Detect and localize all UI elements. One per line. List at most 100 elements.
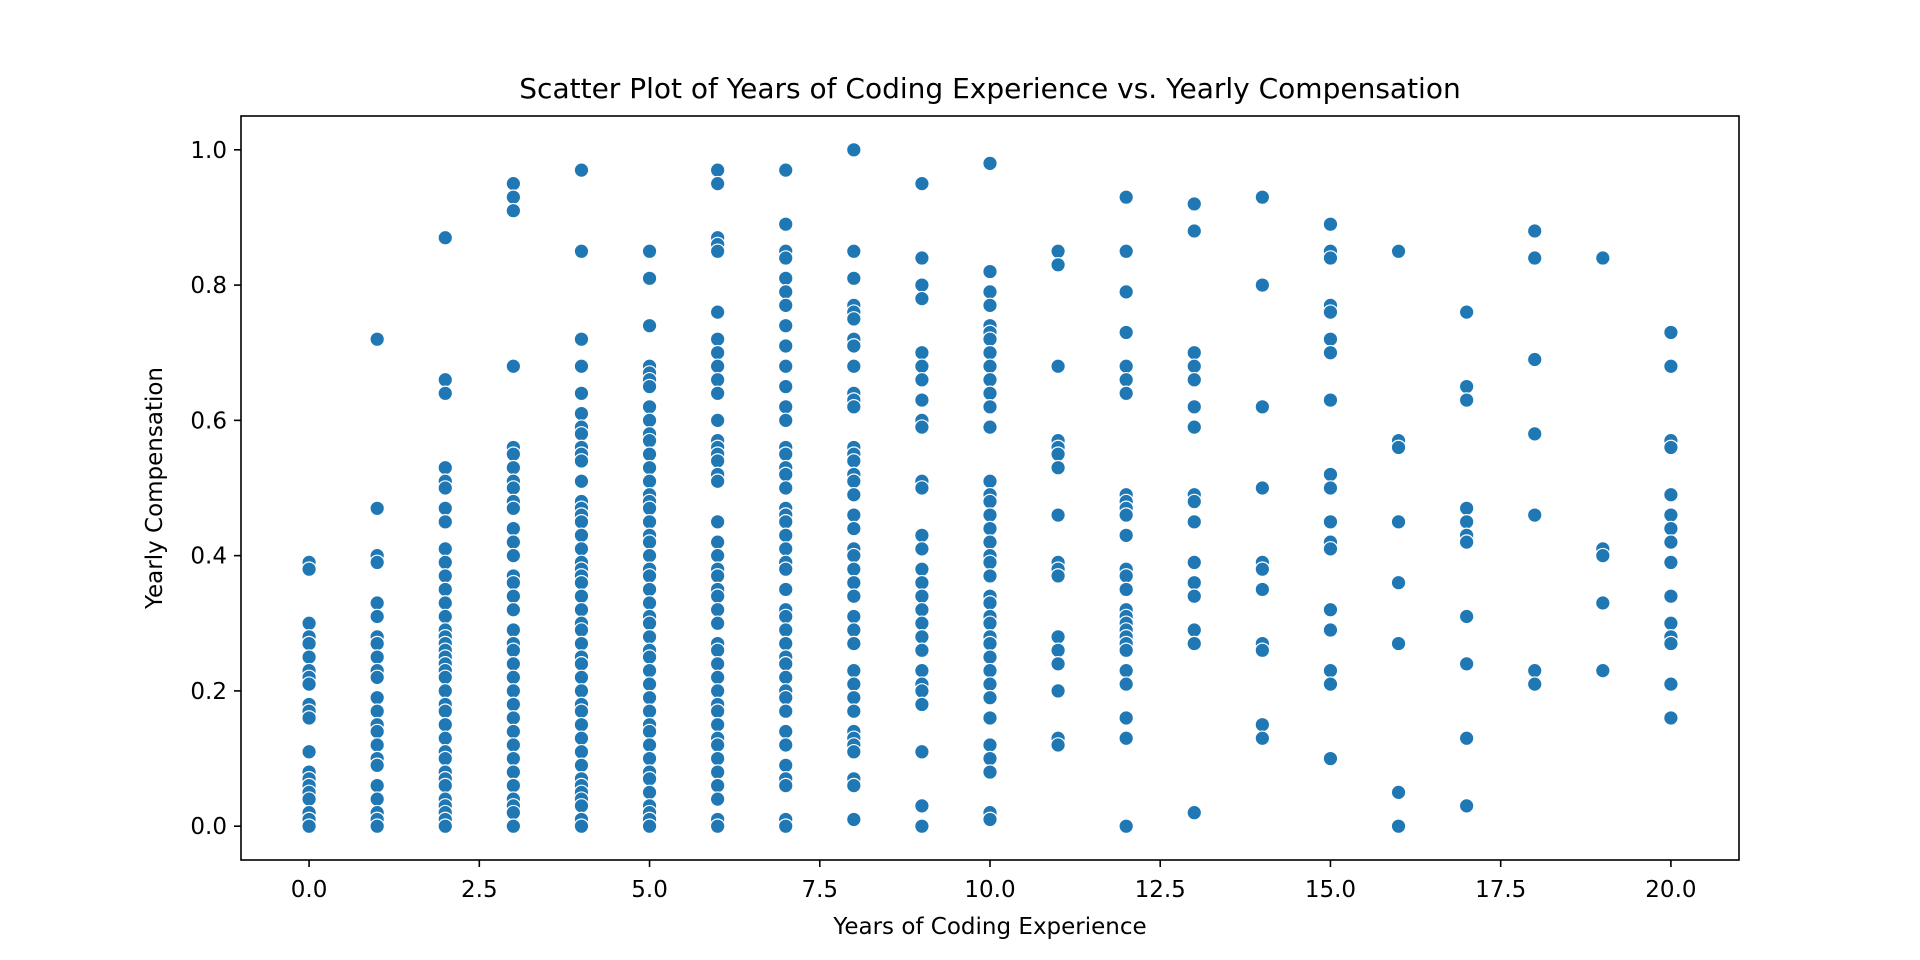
data-point [1050, 683, 1066, 699]
data-point [641, 784, 658, 801]
data-point [1254, 277, 1271, 293]
data-point [573, 601, 590, 618]
data-point [982, 676, 998, 692]
data-point [1118, 818, 1134, 834]
data-point [505, 723, 522, 740]
data-point [641, 534, 658, 550]
data-point [1663, 554, 1679, 571]
data-point [982, 385, 998, 402]
x-tick-label: 0.0 [291, 877, 328, 903]
data-point [709, 615, 726, 632]
data-point [1186, 493, 1203, 510]
data-point [1663, 324, 1679, 341]
data-point [1118, 642, 1134, 659]
data-point [777, 723, 794, 740]
y-axis: 0.0 0.2 0.4 0.6 0.8 1.0 [190, 138, 241, 840]
data-point [709, 588, 726, 605]
data-point [369, 723, 385, 740]
data-point [982, 554, 998, 571]
data-point [1186, 574, 1203, 591]
data-point [982, 689, 998, 706]
data-point [846, 270, 862, 287]
data-point [573, 635, 590, 652]
data-point [1186, 588, 1203, 605]
data-point [709, 669, 726, 686]
data-point [709, 642, 726, 659]
data-point [777, 270, 794, 287]
data-point [709, 243, 726, 260]
data-point [709, 791, 726, 807]
data-point [573, 703, 590, 719]
data-point [437, 581, 454, 598]
data-point [846, 703, 862, 719]
data-point [1390, 818, 1407, 834]
data-point [505, 601, 522, 618]
data-point [914, 480, 930, 496]
data-point [1458, 798, 1475, 814]
data-point [1118, 243, 1134, 260]
data-point [846, 588, 862, 605]
data-point [709, 473, 726, 490]
data-point [709, 750, 726, 767]
data-point [846, 243, 862, 260]
data-point [1118, 568, 1134, 584]
data-point [573, 453, 590, 469]
data-point [1254, 480, 1271, 496]
data-point [1050, 568, 1066, 584]
data-point [777, 216, 794, 233]
data-point [982, 507, 998, 523]
data-point [982, 331, 998, 347]
data-point [301, 791, 317, 807]
x-axis-label: Years of Coding Experience [832, 914, 1146, 940]
data-point [1663, 507, 1679, 523]
data-point [641, 547, 658, 564]
data-point [982, 520, 998, 537]
data-point [914, 696, 930, 713]
data-point [437, 554, 454, 571]
data-point [1663, 710, 1679, 726]
data-point [1118, 730, 1134, 747]
data-point [573, 527, 590, 544]
data-point [437, 608, 454, 625]
data-point [777, 703, 794, 719]
x-tick-label: 2.5 [461, 877, 498, 903]
data-point [437, 541, 454, 557]
data-point [1526, 223, 1543, 239]
data-point [505, 358, 522, 375]
data-point [777, 466, 794, 483]
data-point [301, 635, 317, 652]
data-point [641, 723, 658, 740]
data-point [641, 771, 658, 787]
data-point [1118, 676, 1134, 692]
data-point [369, 554, 385, 571]
data-point [641, 317, 658, 334]
data-point [914, 798, 930, 814]
data-point [709, 385, 726, 402]
data-point [505, 588, 522, 605]
data-point [982, 811, 998, 828]
data-point [369, 737, 385, 753]
data-point [777, 317, 794, 334]
data-point [573, 473, 590, 490]
data-point [369, 635, 385, 652]
data-point [1050, 446, 1066, 462]
data-point [1526, 507, 1543, 523]
data-point [914, 175, 930, 192]
data-point [1322, 331, 1339, 347]
x-tick-label: 20.0 [1645, 877, 1696, 903]
data-point [1458, 730, 1475, 747]
data-point [1186, 399, 1203, 415]
data-point [369, 595, 385, 611]
data-point [982, 155, 998, 172]
data-point [1050, 737, 1066, 753]
data-point [914, 277, 930, 293]
data-point [641, 412, 658, 429]
data-point [982, 358, 998, 375]
data-point [846, 311, 862, 327]
data-point [573, 514, 590, 530]
data-point [505, 737, 522, 753]
data-point [1595, 250, 1611, 266]
data-point [1322, 466, 1339, 483]
data-point [914, 588, 930, 605]
data-point [505, 446, 522, 462]
